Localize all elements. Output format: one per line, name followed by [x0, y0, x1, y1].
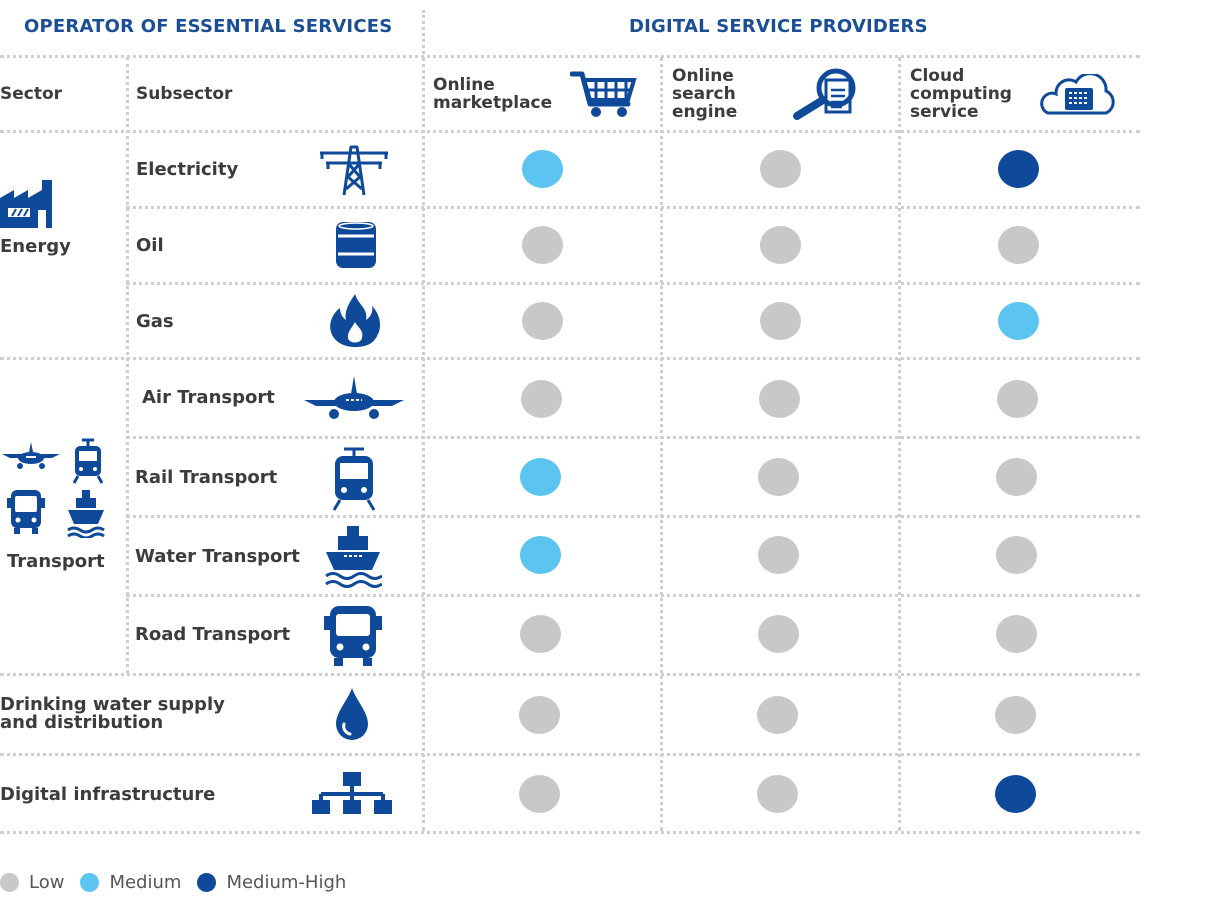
bus-icon — [322, 604, 384, 668]
subsector-label: Rail Transport — [135, 467, 278, 488]
rating-dot-oil-search — [760, 226, 801, 264]
legend-label: Medium-High — [226, 872, 347, 893]
grid-line — [126, 282, 1140, 285]
rating-dot-digital-cloud — [995, 775, 1036, 813]
grid-line — [126, 57, 129, 673]
cloud-computing-column-header: Cloud computing service — [910, 66, 1012, 122]
legend-item-medium-high: Medium-High — [197, 872, 346, 893]
grid-line — [0, 357, 1140, 360]
airplane-small-icon — [0, 440, 62, 472]
dsp-header: DIGITAL SERVICE PROVIDERS — [629, 16, 928, 37]
grid-line — [422, 57, 425, 831]
grid-line — [898, 57, 901, 831]
airplane-icon — [302, 374, 406, 422]
sector-column-header: Sector — [0, 84, 63, 104]
rating-dot-drinking-water-search — [757, 696, 798, 734]
sector-drinking-water: Drinking water supply and distribution — [0, 694, 225, 733]
subsector-label: Air Transport — [142, 387, 275, 408]
rating-dot-water-transport-cloud — [996, 536, 1037, 574]
network-icon — [310, 770, 394, 816]
rating-dot-drinking-water-cloud — [995, 696, 1036, 734]
rating-dot-air-search — [759, 380, 800, 418]
cloud-icon — [1036, 74, 1120, 116]
legend-item-low: Low — [0, 872, 64, 893]
grid-line — [126, 436, 1140, 439]
rating-dot-road-search — [758, 615, 799, 653]
legend-label: Low — [29, 872, 65, 893]
flame-icon — [328, 292, 382, 348]
water-drop-icon — [334, 686, 370, 744]
train-icon — [332, 446, 376, 512]
rating-dot-electricity-search — [760, 150, 801, 188]
rating-dot-digital-search — [757, 775, 798, 813]
grid-line — [0, 130, 1140, 133]
subsector-label: Electricity — [136, 159, 239, 180]
factory-icon — [0, 176, 58, 228]
grid-line — [126, 515, 1140, 518]
pylon-icon — [318, 143, 390, 197]
rating-dot-digital-marketplace — [519, 775, 560, 813]
ship-icon — [324, 524, 382, 588]
oes-header: OPERATOR OF ESSENTIAL SERVICES — [24, 16, 393, 37]
rating-dot-road-cloud — [996, 615, 1037, 653]
subsector-label: Water Transport — [135, 546, 300, 567]
subsector-column-header: Subsector — [136, 84, 233, 104]
rating-dot-air-cloud — [997, 380, 1038, 418]
magnifier-document-icon — [792, 66, 864, 122]
grid-line — [0, 673, 1140, 676]
rating-dot-rail-search — [758, 458, 799, 496]
rating-dot-road-marketplace — [520, 615, 561, 653]
legend-swatch-medium-high — [197, 873, 217, 892]
grid-line — [126, 206, 1140, 209]
rating-dot-rail-cloud — [996, 458, 1037, 496]
rating-dot-electricity-marketplace — [522, 150, 563, 188]
legend-item-medium: Medium — [80, 872, 181, 893]
rating-dot-electricity-cloud — [998, 150, 1039, 188]
search-engine-column-header: Online search engine — [672, 66, 738, 122]
subsector-label: Road Transport — [135, 624, 291, 645]
sector-digital-infrastructure: Digital infrastructure — [0, 784, 216, 805]
rating-dot-oil-cloud — [998, 226, 1039, 264]
oil-barrel-icon — [334, 220, 378, 270]
grid-line — [660, 57, 663, 831]
rating-dot-gas-marketplace — [522, 302, 563, 340]
rating-dot-drinking-water-marketplace — [519, 696, 560, 734]
legend: Low Medium Medium-High — [0, 872, 362, 893]
grid-line — [0, 753, 1140, 756]
header-divider — [422, 10, 425, 60]
grid-line — [126, 594, 1140, 597]
rating-dot-gas-search — [760, 302, 801, 340]
subsector-label: Gas — [136, 311, 174, 332]
grid-line — [0, 55, 1140, 58]
tram-small-icon — [72, 438, 104, 484]
rating-dot-rail-marketplace — [520, 458, 561, 496]
sector-transport: Transport — [7, 551, 105, 572]
subsector-label: Oil — [136, 235, 164, 256]
grid-line — [0, 831, 1140, 834]
legend-swatch-medium — [80, 873, 100, 892]
shopping-cart-icon — [570, 70, 638, 120]
ship-small-icon — [66, 488, 106, 538]
legend-swatch-low — [0, 873, 19, 892]
rating-dot-air-marketplace — [521, 380, 562, 418]
sector-energy: Energy — [0, 236, 71, 257]
rating-dot-water-transport-marketplace — [520, 536, 561, 574]
rating-dot-water-transport-search — [758, 536, 799, 574]
marketplace-column-header: Online marketplace — [433, 75, 553, 113]
rating-dot-gas-cloud — [998, 302, 1039, 340]
bus-small-icon — [7, 488, 45, 536]
legend-label: Medium — [109, 872, 182, 893]
rating-dot-oil-marketplace — [522, 226, 563, 264]
